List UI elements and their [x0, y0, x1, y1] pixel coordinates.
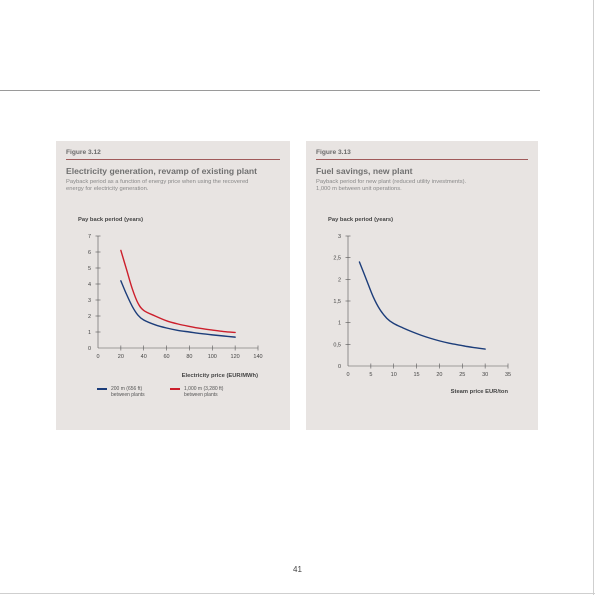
figure-panel-electricity: Figure 3.12 Electricity generation, reva…	[56, 141, 290, 430]
y-tick-label: 6	[88, 250, 91, 256]
figure-subtitle: Payback period for new plant (reduced ut…	[316, 179, 466, 193]
legend-text: 200 m (656 ft)	[111, 386, 143, 392]
y-tick-label: 3	[338, 234, 341, 240]
x-tick-label: 25	[459, 372, 465, 378]
y-tick-label: 2	[338, 277, 341, 283]
x-tick-label: 60	[164, 354, 170, 360]
y-tick-label: 4	[88, 282, 91, 288]
x-tick-label: 40	[141, 354, 147, 360]
x-tick-label: 15	[414, 372, 420, 378]
chart-electricity: 0 20 40 60 80 100 120 140 0 1 2 3 4 5 6 7 Electricity pr…	[88, 234, 263, 379]
figure-title: Electricity generation, revamp of existi…	[66, 166, 258, 176]
page-edge-bottom	[0, 593, 595, 594]
y-tick-label: 1,5	[333, 299, 341, 305]
x-axis-title: Electricity price (EUR/MWh)	[182, 373, 258, 379]
y-tick-label: 2	[88, 314, 91, 320]
page-number: 41	[293, 565, 302, 574]
y-tick-label: 1	[338, 321, 341, 327]
series-line-1	[120, 249, 236, 334]
x-tick-label: 100	[208, 354, 217, 360]
figure-subtitle-line: Payback period for new plant (reduced ut…	[316, 179, 467, 185]
x-tick-label: 0	[346, 372, 349, 378]
figure-label-rule	[66, 159, 280, 160]
legend-text: between plants	[184, 392, 218, 399]
figure-title: Fuel savings, new plant	[316, 166, 413, 176]
y-tick-label: 2,5	[333, 256, 341, 262]
x-tick-label: 120	[231, 354, 240, 360]
y-tick-label: 5	[88, 266, 91, 272]
figure-label-rule	[316, 159, 528, 160]
figure-subtitle-line: Payback period as a function of energy p…	[66, 179, 249, 185]
x-axis-title: Steam price EUR/ton	[451, 389, 509, 395]
x-tick-label: 10	[391, 372, 397, 378]
y-tick-label: 3	[88, 298, 91, 304]
y-tick-label: 0	[338, 364, 341, 370]
series-line-0	[120, 280, 236, 338]
y-tick-label: 7	[88, 234, 91, 240]
legend-text: 1,000 m (3,280 ft)	[184, 386, 224, 392]
figure-panel-fuel-savings: Figure 3.13 Fuel savings, new plant Payb…	[306, 141, 538, 430]
y-axis-title: Pay back period (years)	[78, 217, 144, 223]
chart-fuel-savings: 0 5 10 15 20 25 30 35 0 0,5 1 1,5 2 2,5 3 Steam price E…	[333, 234, 511, 395]
y-tick-label: 0	[88, 346, 91, 352]
top-rule	[0, 90, 540, 91]
x-tick-label: 20	[118, 354, 124, 360]
series-line-0	[358, 261, 486, 350]
x-tick-label: 5	[369, 372, 372, 378]
figure-subtitle: Payback period as a function of energy p…	[66, 179, 248, 193]
x-tick-label: 30	[482, 372, 488, 378]
figure-subtitle-line: 1,000 m between unit operations.	[316, 186, 402, 193]
legend-text: between plants	[111, 392, 145, 399]
figure-subtitle-line: energy for electricity generation.	[66, 186, 149, 193]
x-tick-label: 35	[505, 372, 511, 378]
page-edge-right	[593, 0, 594, 595]
x-tick-label: 0	[96, 354, 99, 360]
figure-label: Figure 3.12	[66, 149, 101, 156]
y-tick-label: 0,5	[333, 342, 341, 348]
x-tick-label: 80	[186, 354, 192, 360]
x-tick-label: 140	[253, 354, 262, 360]
y-tick-label: 1	[88, 330, 91, 336]
legend-swatch-red	[170, 388, 180, 390]
legend-swatch-blue	[97, 388, 107, 390]
y-axis-title: Pay back period (years)	[328, 217, 394, 223]
x-tick-label: 20	[436, 372, 442, 378]
figure-label: Figure 3.13	[316, 149, 351, 156]
